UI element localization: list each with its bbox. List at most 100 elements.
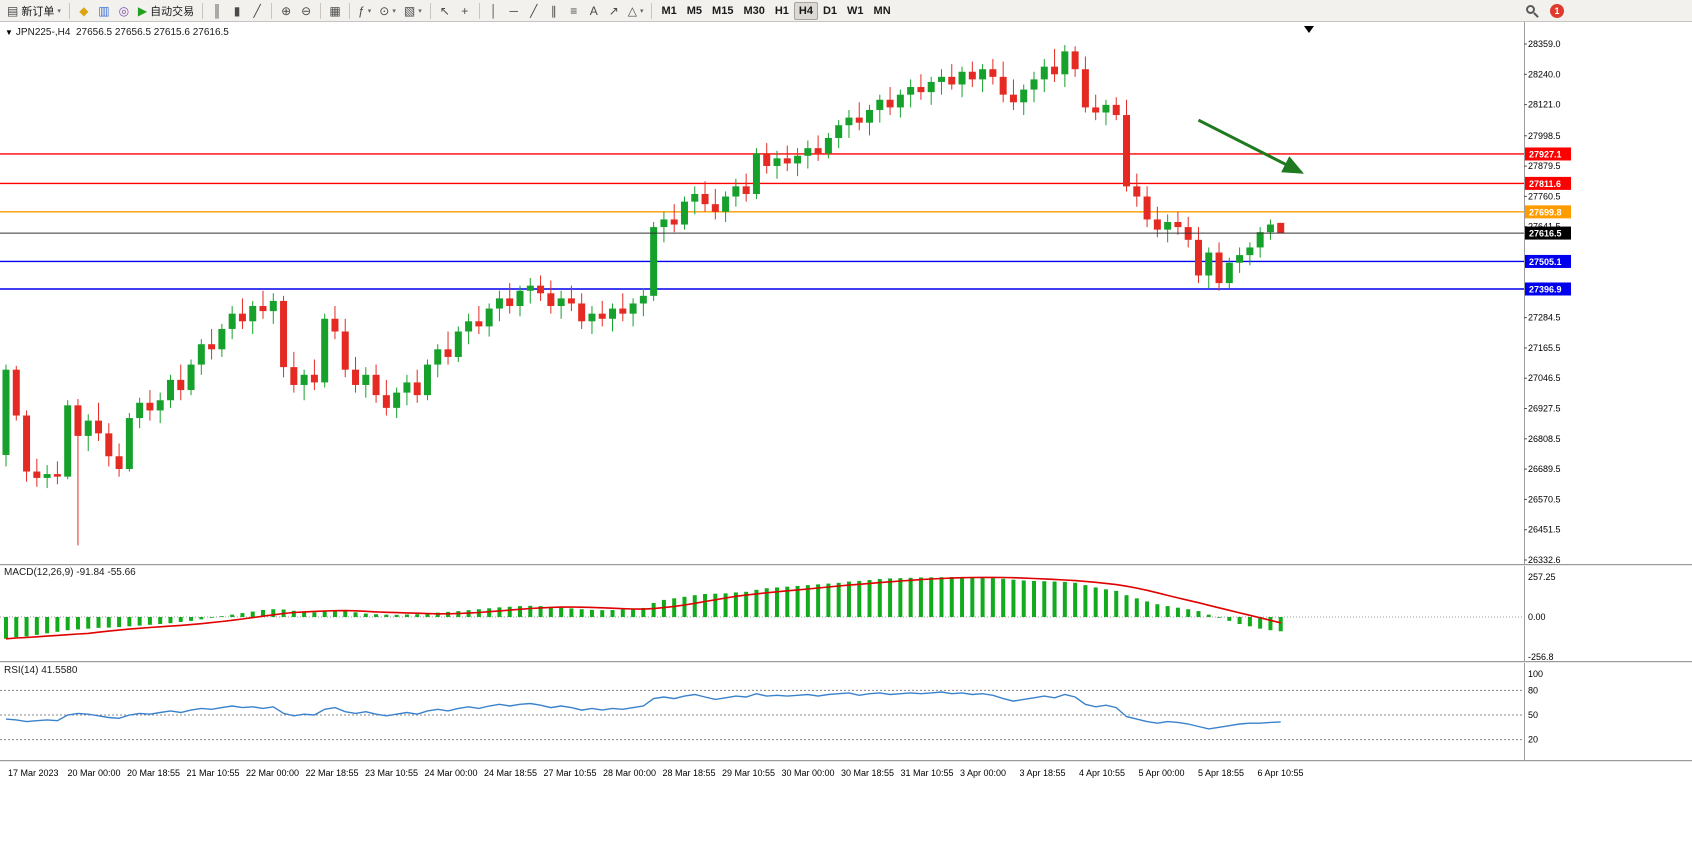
candle-body	[1081, 69, 1089, 108]
text-button[interactable]: A	[584, 1, 604, 21]
insert-indicator-button[interactable]: ƒ ▾	[354, 1, 375, 21]
button-label: D1	[822, 4, 838, 17]
price-axis-label: 27879.5	[1528, 161, 1561, 171]
time-axis-label: 20 Mar 00:00	[68, 768, 121, 778]
time-axis-label: 24 Mar 00:00	[425, 768, 478, 778]
label-button[interactable]: ↗	[604, 1, 624, 21]
symbol-ohlc-label: ▼ JPN225-,H4 27656.5 27656.5 27615.6 2761…	[5, 27, 229, 38]
candlestick-chart-button[interactable]: ▮	[227, 1, 247, 21]
zoom-out-button[interactable]: ⊖	[296, 1, 316, 21]
bar-chart-button[interactable]: ║	[207, 1, 227, 21]
price-tag	[1525, 205, 1571, 219]
tf-mn-button[interactable]: MN	[869, 2, 896, 20]
time-axis-label: 28 Mar 18:55	[663, 768, 716, 778]
data-window-button[interactable]: ▥	[94, 1, 114, 21]
candle-body	[413, 382, 421, 396]
dropdown-caret-icon: ▾	[57, 7, 61, 15]
rsi-indicator-label: RSI(14) 41.5580	[4, 665, 78, 676]
candle-body	[238, 313, 246, 322]
candle-body	[115, 456, 123, 469]
button-label: M5	[686, 4, 703, 17]
toolbar-divider	[68, 2, 70, 19]
candle-body	[403, 382, 411, 393]
candle-body	[1071, 51, 1079, 70]
time-axis-label: 31 Mar 10:55	[901, 768, 954, 778]
market-watch-button[interactable]: ◆	[74, 1, 94, 21]
horizontal-line-button[interactable]: ─	[504, 1, 524, 21]
tf-h4-button[interactable]: H4	[793, 1, 818, 20]
tf-w1-button[interactable]: W1	[842, 2, 869, 20]
toolbar-divider	[478, 2, 480, 19]
trend-arrow-annotation[interactable]	[1197, 118, 1304, 174]
vertical-line-button[interactable]: │	[484, 1, 504, 21]
time-axis-label: 24 Mar 18:55	[484, 768, 537, 778]
candle-body	[228, 313, 236, 329]
candle-body	[557, 298, 565, 307]
symbol-dropdown-icon[interactable]: ▼	[5, 28, 13, 37]
trendline-icon: ╱	[530, 3, 538, 18]
candle-body	[74, 405, 82, 436]
candle-body	[485, 308, 493, 327]
candle-body	[794, 155, 802, 164]
zoom-in-button[interactable]: ⊕	[276, 1, 296, 21]
trendline-button[interactable]: ╱	[524, 1, 544, 21]
price-axis-label: 28121.0	[1528, 100, 1561, 110]
candle-body	[475, 321, 483, 327]
new-order-icon: ▤	[7, 3, 19, 18]
notification-badge[interactable]: 1	[1550, 4, 1564, 18]
channel-button[interactable]: ∥	[544, 1, 564, 21]
navigator-button[interactable]: ◎	[114, 1, 134, 21]
candle-body	[660, 219, 668, 228]
zoom-out-icon: ⊖	[301, 3, 312, 18]
tile-windows-button[interactable]: ▦	[325, 1, 345, 21]
vertical-line-icon: │	[489, 3, 498, 18]
candle-body	[1174, 221, 1182, 228]
search-icon[interactable]	[1525, 4, 1540, 19]
time-axis-label: 20 Mar 18:55	[127, 768, 180, 778]
period-button[interactable]: ⊙ ▾	[375, 1, 400, 21]
candle-body	[1061, 51, 1069, 75]
crosshair-button[interactable]: +	[455, 1, 475, 21]
tf-d1-button[interactable]: D1	[818, 2, 842, 20]
time-axis-label: 23 Mar 10:55	[365, 768, 418, 778]
fibonacci-button[interactable]: ≡	[564, 1, 584, 21]
candle-body	[12, 369, 20, 416]
tf-m1-button[interactable]: M1	[656, 2, 681, 20]
toolbar-divider	[349, 2, 351, 19]
crosshair-icon: +	[461, 3, 469, 18]
horizontal-line-icon: ─	[509, 3, 518, 18]
bar-chart-icon: ║	[212, 3, 222, 18]
candle-body	[855, 117, 863, 123]
button-label: W1	[847, 4, 864, 17]
tf-m15-button[interactable]: M15	[707, 2, 738, 20]
time-axis-label: 5 Apr 00:00	[1139, 768, 1185, 778]
toolbar-right: 1	[1525, 0, 1564, 22]
chart-scroll-end-marker[interactable]	[1304, 26, 1314, 33]
toolbar-divider	[429, 2, 431, 19]
cursor-button[interactable]: ↖	[435, 1, 455, 21]
symbol-ohlc-text: JPN225-,H4 27656.5 27656.5 27615.6 27616…	[15, 27, 229, 38]
shapes-button[interactable]: △ ▾	[624, 1, 648, 21]
new-order-button[interactable]: ▤ 新订单 ▾	[3, 1, 65, 21]
line-chart-button[interactable]: ╱	[247, 1, 267, 21]
template-icon: ▧	[403, 3, 416, 18]
time-axis-label: 30 Mar 18:55	[841, 768, 894, 778]
navigator-icon: ◎	[118, 3, 130, 18]
autotrade-button[interactable]: ▶ 自动交易	[134, 1, 198, 21]
time-axis-label: 28 Mar 00:00	[603, 768, 656, 778]
candle-body	[434, 349, 442, 365]
candle-body	[1051, 66, 1059, 75]
candle-body	[105, 433, 113, 457]
tf-h1-button[interactable]: H1	[770, 2, 794, 20]
tf-m30-button[interactable]: M30	[738, 2, 769, 20]
candle-body	[1143, 196, 1151, 220]
candle-body	[999, 76, 1007, 95]
search-handle	[1533, 11, 1539, 18]
candle-body	[136, 402, 144, 419]
template-button[interactable]: ▧ ▾	[400, 1, 426, 21]
tf-m5-button[interactable]: M5	[682, 2, 707, 20]
candle-body	[722, 196, 730, 212]
time-axis-label: 3 Apr 18:55	[1020, 768, 1066, 778]
candle-body	[125, 418, 133, 469]
